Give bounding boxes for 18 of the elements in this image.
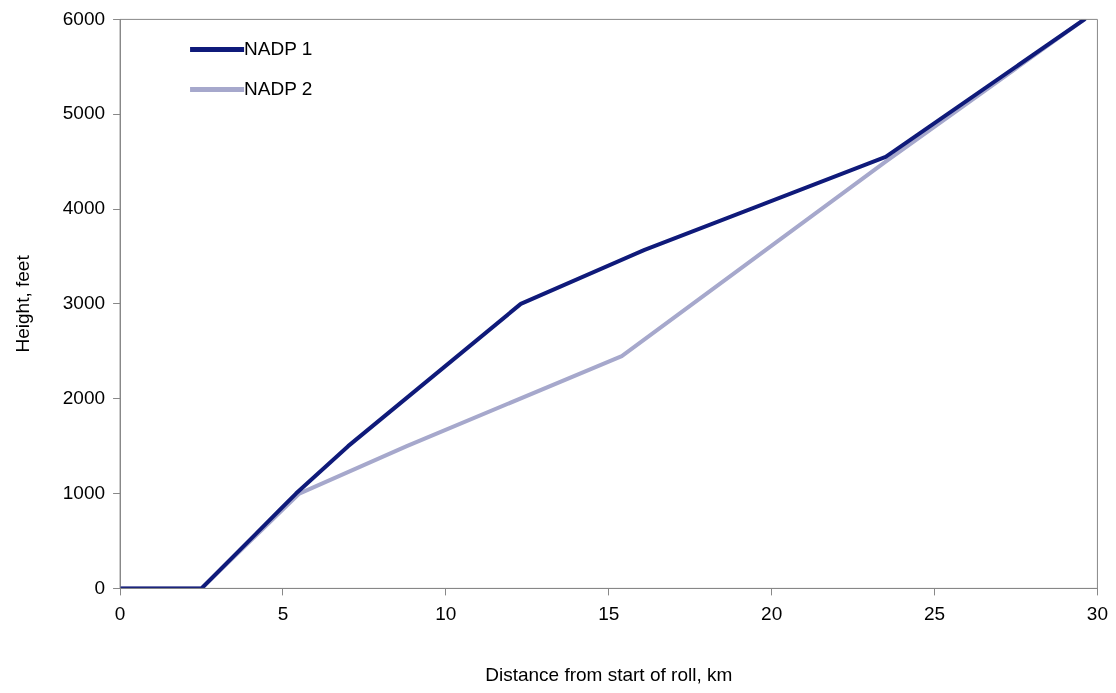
y-tick-label: 3000 [62, 292, 106, 314]
x-tick-label: 15 [598, 603, 620, 625]
y-tick-label: 2000 [62, 386, 106, 408]
y-tick-label: 6000 [62, 7, 106, 29]
x-tick-label: 30 [1086, 603, 1108, 625]
legend-label: NADP 1 [244, 37, 313, 59]
y-tick-label: 1000 [62, 481, 106, 503]
x-tick-label: 25 [923, 603, 946, 625]
y-tick-label: 5000 [62, 102, 106, 124]
y-tick-label: 4000 [62, 197, 106, 219]
x-tick-label: 5 [277, 603, 289, 625]
legend-label: NADP 2 [244, 77, 313, 99]
x-tick-label: 10 [435, 603, 457, 625]
y-tick-label: 0 [94, 576, 106, 598]
x-axis-title: Distance from start of roll, km [485, 663, 733, 685]
x-tick-label: 0 [114, 603, 126, 625]
x-tick-label: 20 [761, 603, 783, 625]
y-axis-title: Height, feet [11, 254, 33, 353]
